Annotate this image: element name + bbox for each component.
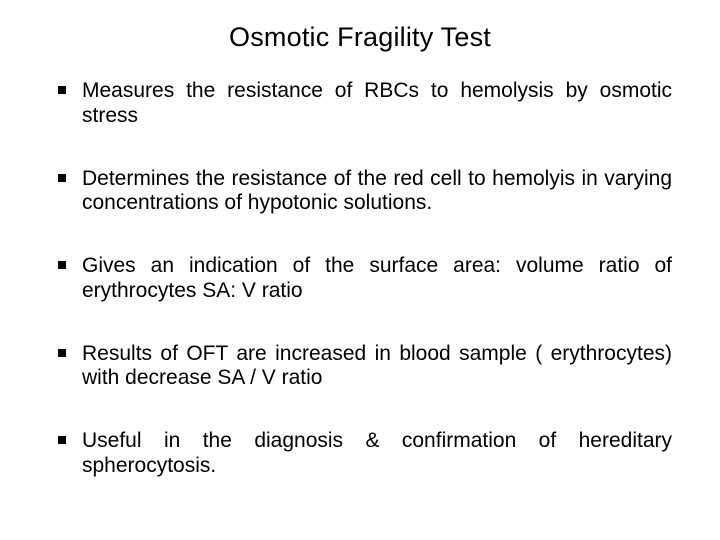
bullet-item: Results of OFT are increased in blood sa…: [54, 342, 672, 392]
bullet-item: Measures the resistance of RBCs to hemol…: [54, 79, 672, 129]
bullet-item: Determines the resistance of the red cel…: [54, 167, 672, 217]
bullet-item: Gives an indication of the surface area:…: [54, 254, 672, 304]
slide-title: Osmotic Fragility Test: [48, 22, 672, 53]
bullet-item: Useful in the diagnosis & confirmation o…: [54, 429, 672, 479]
bullet-list: Measures the resistance of RBCs to hemol…: [48, 79, 672, 479]
slide: Osmotic Fragility Test Measures the resi…: [0, 0, 720, 540]
